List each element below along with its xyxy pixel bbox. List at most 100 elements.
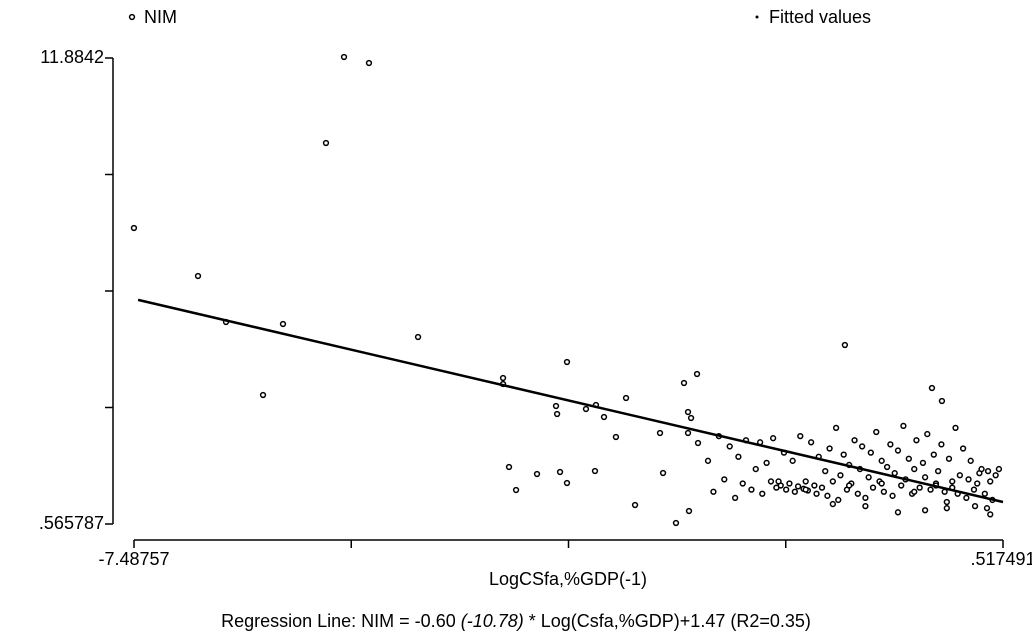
legend-label: Fitted values (769, 7, 871, 27)
point (499, 374, 507, 382)
point (556, 468, 564, 476)
point (802, 478, 809, 485)
point (995, 465, 1003, 473)
point (883, 463, 891, 471)
point (971, 502, 979, 510)
point (927, 486, 934, 493)
point (934, 467, 942, 475)
point (552, 402, 560, 410)
point (802, 486, 809, 493)
point (807, 439, 815, 446)
y-tick-label: 11.8842 (40, 47, 104, 67)
fitted-line (137, 298, 1004, 504)
point (789, 457, 796, 464)
point (672, 519, 680, 527)
point (921, 474, 929, 481)
point (767, 478, 775, 485)
point (938, 397, 946, 405)
point (987, 511, 994, 518)
point (826, 445, 833, 452)
point (974, 480, 981, 487)
point (829, 500, 836, 508)
point (924, 430, 931, 438)
point (992, 472, 999, 479)
point (837, 472, 844, 479)
point (952, 424, 959, 432)
point (943, 505, 950, 512)
point (794, 483, 802, 490)
point (582, 405, 590, 413)
point (775, 478, 782, 485)
point (938, 441, 945, 448)
point (894, 509, 902, 516)
point (783, 486, 790, 493)
point (832, 424, 840, 432)
x-tick-label: .517491 (970, 549, 1032, 569)
point (905, 455, 912, 462)
point (978, 465, 985, 473)
point (130, 224, 138, 232)
point (984, 467, 992, 475)
point (414, 333, 422, 341)
point (512, 486, 520, 494)
y-tick-label: .565787 (39, 513, 104, 533)
point (956, 472, 963, 479)
point (889, 492, 896, 499)
point (911, 465, 918, 473)
point (811, 482, 818, 489)
point (763, 459, 770, 467)
point (735, 453, 742, 460)
point (739, 480, 746, 487)
point (928, 384, 936, 392)
point (759, 490, 766, 497)
point (791, 488, 798, 495)
point (983, 505, 991, 512)
point (259, 391, 267, 399)
point (894, 447, 902, 454)
point (813, 490, 820, 497)
point (731, 494, 739, 502)
point (622, 394, 630, 402)
point (684, 429, 692, 437)
point (704, 457, 712, 464)
point (786, 480, 793, 487)
point (685, 507, 693, 515)
point (845, 482, 853, 489)
point (279, 320, 287, 328)
point (841, 341, 849, 349)
point (862, 494, 869, 502)
point (631, 501, 639, 509)
point (865, 474, 872, 481)
point (600, 413, 608, 421)
point (829, 478, 836, 485)
point (835, 496, 842, 504)
point (694, 439, 702, 447)
point (533, 470, 541, 478)
x-axis-title: LogCSfa,%GDP(-1) (489, 569, 647, 589)
caption-text: * Log(Csfa,%GDP)+1.47 (R2=0.35) (524, 611, 811, 631)
point (824, 492, 831, 499)
point (721, 476, 728, 483)
point (949, 478, 956, 485)
point (748, 486, 755, 493)
point (862, 502, 869, 510)
point (365, 59, 373, 67)
point (921, 507, 929, 514)
point (891, 470, 898, 477)
point (591, 467, 599, 475)
point (752, 465, 759, 473)
point (880, 488, 888, 495)
point (563, 479, 571, 487)
point (916, 484, 923, 491)
point (919, 459, 927, 467)
point (505, 463, 513, 471)
point (822, 467, 829, 475)
point (818, 484, 826, 491)
point (967, 457, 974, 464)
point (680, 379, 688, 387)
point (687, 414, 695, 422)
point (194, 272, 202, 280)
point (854, 490, 861, 497)
point (612, 433, 620, 441)
